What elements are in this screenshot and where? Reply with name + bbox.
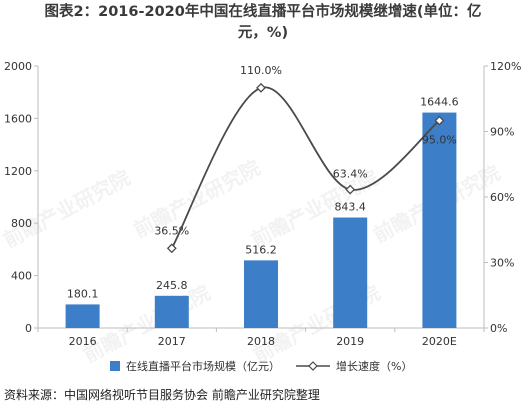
x-tick-label: 2019 xyxy=(336,335,364,348)
bar xyxy=(244,260,278,328)
bar-data-label: 245.8 xyxy=(156,279,188,292)
y-right-tick-label: 30% xyxy=(490,257,514,270)
x-tick-label: 2018 xyxy=(247,335,275,348)
y-right-tick-label: 90% xyxy=(490,126,514,139)
watermark-text: 前瞻产业研究院 xyxy=(129,155,264,242)
growth-data-label: 110.0% xyxy=(240,64,282,77)
y-left-tick-label: 800 xyxy=(11,217,32,230)
bar xyxy=(154,295,189,328)
legend-bar-swatch xyxy=(110,361,120,371)
growth-marker xyxy=(345,184,356,195)
y-right-tick-label: 60% xyxy=(490,191,514,204)
x-tick-label: 2017 xyxy=(158,335,186,348)
bar xyxy=(333,217,368,328)
growth-marker xyxy=(166,243,177,254)
growth-marker xyxy=(256,82,266,93)
legend-line-label: 增长速度（%） xyxy=(336,359,412,373)
bar xyxy=(65,304,100,328)
y-right-tick-label: 120% xyxy=(490,60,521,73)
y-left-tick-label: 0 xyxy=(25,322,32,335)
bar-data-label: 516.2 xyxy=(245,243,277,256)
growth-data-label: 36.5% xyxy=(154,224,189,237)
bar-data-label: 843.4 xyxy=(334,201,366,214)
growth-data-label: 63.4% xyxy=(333,168,368,181)
y-right-tick-label: 0% xyxy=(490,322,507,335)
bar xyxy=(422,112,457,328)
x-tick-label: 2020E xyxy=(422,335,457,348)
x-tick-label: 2016 xyxy=(69,335,97,348)
legend-bar-label: 在线直播平台市场规模（亿元） xyxy=(126,359,280,373)
y-left-tick-label: 1600 xyxy=(4,112,32,125)
y-left-tick-label: 2000 xyxy=(4,60,32,73)
bar-data-label: 180.1 xyxy=(67,287,99,300)
y-left-tick-label: 400 xyxy=(11,270,32,283)
growth-line xyxy=(171,86,440,249)
chart-title: 图表2：2016-2020年中国在线直播平台市场规模继增速(单位：亿 元，%) xyxy=(0,2,526,44)
bar-data-label: 1644.6 xyxy=(420,96,459,109)
growth-data-label: 95.0% xyxy=(422,134,457,147)
chart-title-line-1: 图表2：2016-2020年中国在线直播平台市场规模继增速(单位：亿 xyxy=(44,4,482,20)
y-left-tick-label: 1200 xyxy=(4,165,32,178)
watermark-text: 前瞻产业研究院 xyxy=(0,165,134,252)
growth-marker xyxy=(434,115,445,126)
chart-title-line-2: 元，%) xyxy=(237,25,289,41)
source-note: 资料来源：中国网络视听节目服务协会 前瞻产业研究院整理 xyxy=(4,388,320,402)
legend-line-marker xyxy=(308,361,318,371)
